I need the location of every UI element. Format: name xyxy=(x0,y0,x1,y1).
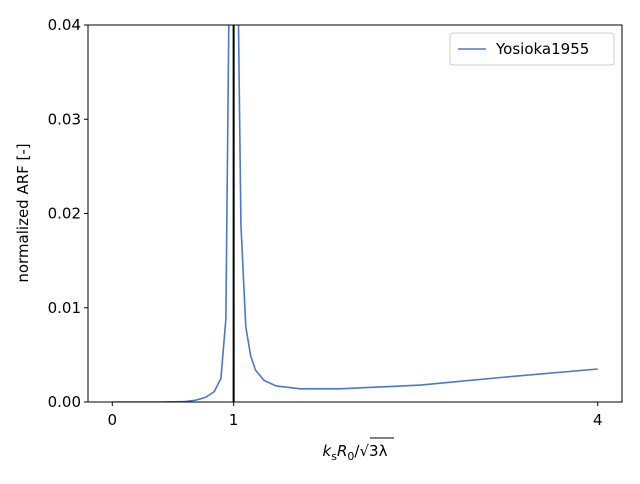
line-series xyxy=(112,25,598,402)
x-label-part: k xyxy=(323,442,333,460)
x-label-part: R xyxy=(337,442,347,460)
x-label-part: 3λ xyxy=(369,442,388,460)
x-axis-label: ksR0/√3λ xyxy=(323,442,388,463)
x-label-part: 0 xyxy=(347,450,354,463)
y-tick-label: 0.02 xyxy=(48,205,81,223)
y-tick-label: 0.03 xyxy=(48,110,81,128)
x-label-part: s xyxy=(331,450,337,463)
legend-box xyxy=(449,32,615,66)
y-axis-label: normalized ARF [-] xyxy=(14,143,32,282)
x-label-part: /√ xyxy=(354,442,369,460)
plot-area xyxy=(112,25,598,402)
x-tick-label: 1 xyxy=(229,411,239,429)
y-tick-label: 0.00 xyxy=(48,393,81,411)
legend-label: Yosioka1955 xyxy=(495,40,589,58)
y-tick-label: 0.04 xyxy=(48,16,81,34)
y-tick-label: 0.01 xyxy=(48,299,81,317)
x-tick-label: 0 xyxy=(107,411,117,429)
axes-frame xyxy=(87,24,623,403)
x-tick-label: 4 xyxy=(593,411,603,429)
